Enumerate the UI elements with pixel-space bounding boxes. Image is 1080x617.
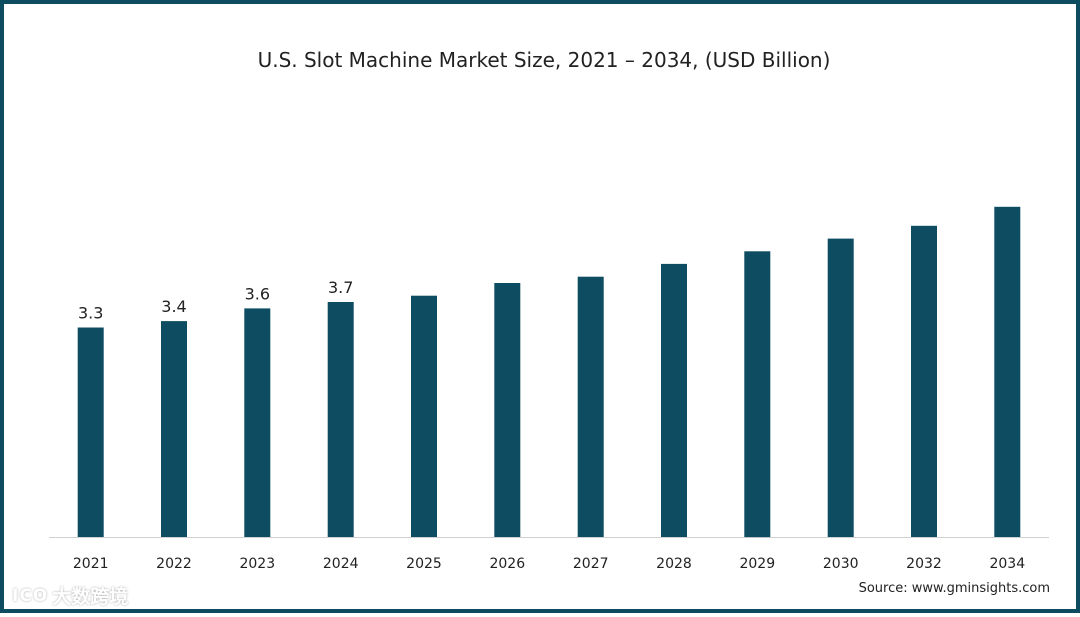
bar-2022 <box>161 321 187 537</box>
bar-2025 <box>411 295 437 537</box>
data-label-2024: 3.7 <box>328 278 353 297</box>
x-tick-label-2028: 2028 <box>656 556 692 572</box>
data-label-2023: 3.6 <box>245 284 270 303</box>
x-tick-label-2024: 2024 <box>323 556 359 572</box>
bar-2029 <box>744 251 771 538</box>
x-tick-label-2030: 2030 <box>823 556 859 572</box>
x-tick-label-2027: 2027 <box>573 556 609 572</box>
bar-2023 <box>244 308 271 537</box>
data-label-2022: 3.4 <box>161 297 186 316</box>
bar-2032 <box>911 225 937 538</box>
bar-2026 <box>494 283 521 537</box>
x-tick-label-2022: 2022 <box>156 556 192 572</box>
watermark: ICO 大数跨境 <box>12 582 128 609</box>
bar-2028 <box>661 263 687 537</box>
source-note: Source: www.gminsights.com <box>858 581 1050 596</box>
x-tick-label-2021: 2021 <box>73 556 109 572</box>
bar-chart: 2021 3.3 2022 3.4 2023 3.6 2024 3.7 2025 2026 2027… <box>49 206 1049 572</box>
bar-2021 <box>77 327 104 537</box>
x-tick-label-2026: 2026 <box>489 556 525 572</box>
data-label-2021: 3.3 <box>78 304 103 323</box>
bar-2030 <box>827 238 854 537</box>
x-tick-label-2029: 2029 <box>739 556 775 572</box>
chart-title: U.S. Slot Machine Market Size, 2021 – 20… <box>257 48 831 72</box>
x-tick-label-2034: 2034 <box>989 556 1025 572</box>
bar-2034 <box>994 206 1021 538</box>
watermark-text: 大数跨境 <box>52 586 129 608</box>
x-tick-label-2023: 2023 <box>239 556 275 572</box>
watermark-logo-icon: ICO <box>12 585 49 606</box>
bar-2027 <box>577 276 604 537</box>
bar-2024 <box>327 302 354 537</box>
x-tick-label-2025: 2025 <box>406 556 442 572</box>
x-tick-label-2032: 2032 <box>906 556 942 572</box>
